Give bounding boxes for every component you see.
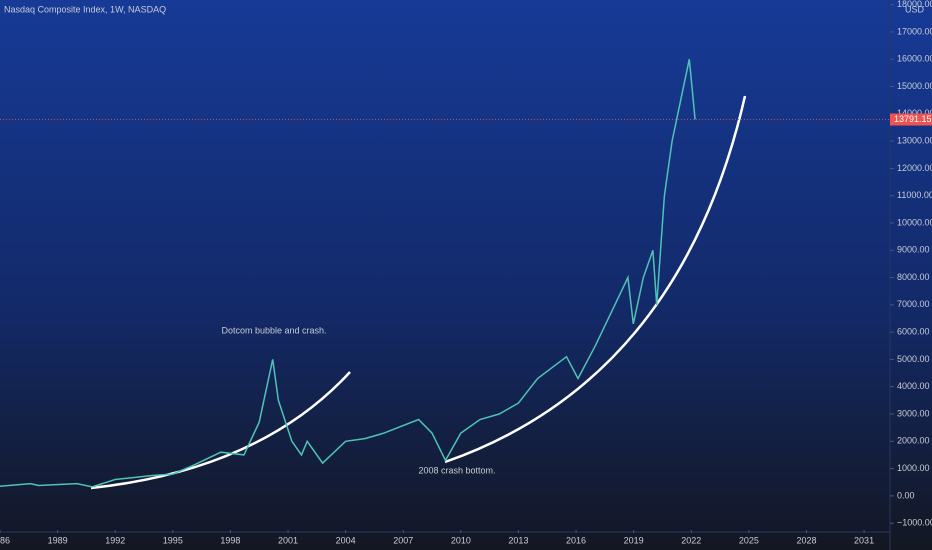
x-tick-label: 1989 [48, 535, 68, 545]
x-tick-label: 2031 [854, 535, 874, 545]
x-tick-label: 1998 [220, 535, 240, 545]
y-tick-label: 13000.00 [897, 135, 932, 145]
annotation: 2008 crash bottom. [418, 465, 495, 475]
y-tick-label: 17000.00 [897, 26, 932, 36]
x-tick-label: 1986 [0, 535, 10, 545]
y-tick-label: 0.00 [897, 490, 915, 500]
annotation: Dotcom bubble and crash. [221, 325, 326, 335]
y-tick-label: 15000.00 [897, 81, 932, 91]
x-tick-label: 2016 [566, 535, 586, 545]
y-tick-label: 10000.00 [897, 217, 932, 227]
price-line [0, 59, 696, 488]
y-tick-label: 2000.00 [897, 436, 930, 446]
x-tick-label: 2010 [451, 535, 471, 545]
x-tick-label: 1992 [105, 535, 125, 545]
y-tick-label: 14000.00 [897, 108, 932, 118]
currency: USD [905, 4, 925, 14]
x-tick-label: 2013 [508, 535, 528, 545]
trend-curve [444, 95, 747, 464]
x-tick-label: 2019 [624, 535, 644, 545]
y-tick-label: 4000.00 [897, 381, 930, 391]
y-tick-label: 16000.00 [897, 54, 932, 64]
last-price-label: 13791.15 [894, 114, 932, 124]
chart-title: Nasdaq Composite Index, 1W, NASDAQ [4, 4, 166, 14]
y-tick-label: 6000.00 [897, 327, 930, 337]
y-tick-label: 3000.00 [897, 408, 930, 418]
last-price-box [890, 113, 932, 126]
x-tick-label: 2004 [336, 535, 356, 545]
y-tick-label: 18000.00 [897, 0, 932, 9]
y-tick-label: 11000.00 [897, 190, 932, 200]
y-tick-label: 5000.00 [897, 354, 930, 364]
x-tick-label: 1995 [163, 535, 183, 545]
y-tick-label: 8000.00 [897, 272, 930, 282]
x-tick-label: 2025 [739, 535, 759, 545]
x-tick-label: 2022 [681, 535, 701, 545]
trend-curve [90, 371, 351, 490]
y-tick-label: −1000.00 [897, 518, 932, 528]
x-tick-label: 2001 [278, 535, 298, 545]
x-tick-label: 2007 [393, 535, 413, 545]
y-tick-label: 1000.00 [897, 463, 930, 473]
y-tick-label: 12000.00 [897, 163, 932, 173]
y-tick-label: 9000.00 [897, 245, 930, 255]
y-tick-label: 7000.00 [897, 299, 930, 309]
x-tick-label: 2028 [796, 535, 816, 545]
